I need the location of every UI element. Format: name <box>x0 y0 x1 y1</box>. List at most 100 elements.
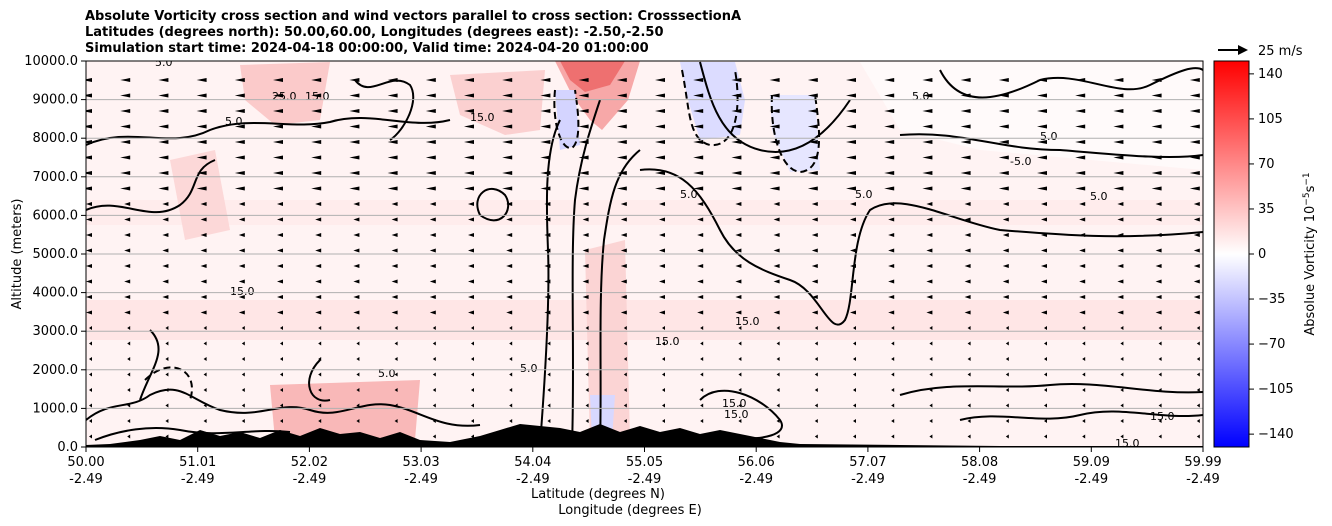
colorbar-label-unit: s <box>1303 185 1318 192</box>
wind-vector <box>1117 217 1124 222</box>
wind-vector <box>273 78 283 82</box>
wind-vector <box>1002 202 1009 206</box>
chart-title: Absolute Vorticity cross section and win… <box>85 9 741 57</box>
wind-vector <box>241 341 245 346</box>
wind-vector <box>471 450 474 454</box>
wind-vector <box>662 372 665 377</box>
wind-vector <box>964 248 971 253</box>
wind-vector <box>735 202 742 206</box>
wind-vector <box>1113 140 1124 144</box>
wind-vector <box>124 217 131 222</box>
wind-vector <box>662 403 665 408</box>
wind-vector <box>1041 202 1047 206</box>
x-tick-label-lat: 52.02 <box>291 455 328 470</box>
wind-vector <box>967 403 971 408</box>
contour-line <box>899 382 1203 396</box>
wind-vector <box>1041 310 1047 315</box>
wind-vector <box>86 140 92 144</box>
wind-vector <box>165 450 168 454</box>
contour-line <box>699 389 783 440</box>
wind-vector <box>349 186 360 191</box>
wind-vector <box>1120 466 1123 470</box>
y-axis: 0.0 1000.0 2000.0 3000.0 4000.0 5000.0 6000.0 7… <box>24 54 86 455</box>
wind-vector <box>127 434 131 439</box>
wind-vector <box>811 217 818 222</box>
wind-vector <box>506 217 513 222</box>
wind-vector <box>964 202 971 206</box>
wind-vector <box>391 264 398 268</box>
wind-vector <box>1151 124 1162 129</box>
wind-vector <box>891 466 894 470</box>
wind-vector <box>234 124 245 129</box>
wind-vector <box>1120 419 1124 423</box>
wind-vector <box>776 357 780 361</box>
wind-vector <box>738 372 742 377</box>
wind-vector <box>353 264 360 268</box>
wind-vector <box>1158 403 1162 408</box>
wind-vector <box>853 372 856 377</box>
field-negative-patch <box>770 95 820 172</box>
contour-line <box>639 168 1203 326</box>
wind-vector <box>242 450 245 454</box>
wind-vector <box>776 326 780 330</box>
wind-vector <box>277 202 283 206</box>
wind-vector <box>162 279 169 284</box>
wind-vector <box>884 155 895 160</box>
wind-vector <box>1159 450 1162 454</box>
wind-vector <box>1196 357 1200 361</box>
wind-vector <box>502 78 513 82</box>
contour-line <box>899 133 1203 159</box>
wind-vector <box>165 341 169 346</box>
wind-vector <box>769 171 780 175</box>
wind-vector <box>547 372 551 377</box>
quiver-key-arrowhead <box>1238 45 1248 55</box>
wind-vector <box>655 93 665 98</box>
wind-vector <box>659 279 665 284</box>
contour-lines <box>86 61 1203 446</box>
wind-vector <box>585 341 589 346</box>
wind-vector <box>578 78 589 82</box>
wind-vector <box>315 295 322 299</box>
wind-vector <box>509 419 513 423</box>
wind-vector <box>203 326 207 330</box>
wind-vector <box>1158 357 1162 361</box>
wind-vector <box>850 233 856 237</box>
wind-vector <box>464 124 474 129</box>
wind-vector <box>735 264 742 268</box>
wind-vector <box>700 341 704 346</box>
wind-vector <box>700 403 704 408</box>
wind-vector <box>311 109 322 113</box>
wind-vector <box>311 140 322 144</box>
y-tick-label: 2000.0 <box>33 363 79 378</box>
wind-vector <box>585 388 589 392</box>
wind-vector <box>234 140 245 144</box>
contour-line-dashed <box>553 89 580 149</box>
wind-vector <box>811 264 818 268</box>
wind-vector <box>1158 326 1162 330</box>
wind-vector <box>89 388 92 392</box>
wind-vector <box>429 248 436 253</box>
wind-vector <box>1005 326 1009 330</box>
wind-vector <box>432 403 436 408</box>
wind-vector <box>86 124 92 129</box>
wind-vector <box>234 171 245 175</box>
wind-vector <box>509 388 513 392</box>
wind-vector <box>731 171 742 175</box>
wind-vector <box>1189 109 1200 113</box>
wind-vector <box>853 419 856 423</box>
wind-vector <box>432 434 436 439</box>
wind-vector <box>586 450 589 454</box>
wind-vector <box>391 279 398 284</box>
wind-vector <box>853 450 856 454</box>
wind-vector <box>120 186 131 191</box>
wind-vector <box>127 326 131 330</box>
wind-vector <box>884 171 895 175</box>
wind-vector <box>623 326 627 330</box>
wind-vector <box>1196 434 1200 439</box>
wind-vector <box>238 279 245 284</box>
wind-vector <box>735 248 742 253</box>
y-tick-label: 9000.0 <box>33 93 79 108</box>
wind-vector <box>273 155 283 160</box>
quiver-key-label: 25 m/s <box>1258 44 1303 59</box>
wind-vector <box>464 155 474 160</box>
